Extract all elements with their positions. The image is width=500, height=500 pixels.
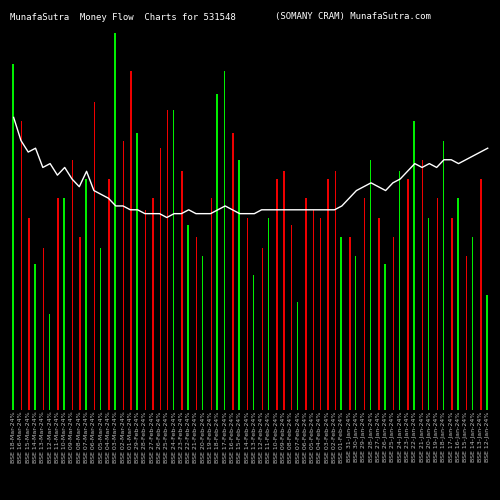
Bar [160, 148, 161, 410]
Bar [472, 237, 473, 410]
Bar [378, 218, 380, 410]
Bar [224, 71, 225, 410]
Bar [123, 140, 124, 410]
Bar [12, 64, 14, 410]
Bar [21, 121, 22, 410]
Bar [276, 179, 278, 410]
Bar [136, 133, 138, 410]
Bar [182, 172, 183, 410]
Bar [334, 172, 336, 410]
Bar [94, 102, 96, 410]
Bar [428, 218, 430, 410]
Bar [43, 248, 44, 410]
Bar [480, 179, 482, 410]
Bar [320, 218, 322, 410]
Bar [399, 172, 400, 410]
Bar [108, 179, 110, 410]
Bar [355, 256, 356, 410]
Bar [202, 256, 203, 410]
Bar [466, 256, 467, 410]
Bar [306, 198, 307, 410]
Bar [370, 160, 371, 410]
Bar [384, 264, 386, 410]
Bar [130, 71, 132, 410]
Bar [268, 218, 269, 410]
Bar [457, 198, 458, 410]
Bar [58, 198, 59, 410]
Bar [210, 198, 212, 410]
Bar [167, 110, 168, 410]
Bar [114, 32, 116, 410]
Bar [291, 225, 292, 410]
Bar [422, 160, 424, 410]
Text: (SOMANY CRAM) MunafaSutra.com: (SOMANY CRAM) MunafaSutra.com [275, 12, 431, 22]
Bar [442, 140, 444, 410]
Bar [172, 110, 174, 410]
Bar [486, 294, 488, 410]
Bar [414, 121, 415, 410]
Bar [296, 302, 298, 410]
Bar [364, 198, 365, 410]
Bar [28, 218, 29, 410]
Bar [85, 179, 86, 410]
Text: MunafaSutra  Money Flow  Charts for 531548: MunafaSutra Money Flow Charts for 531548 [10, 12, 236, 22]
Bar [72, 160, 74, 410]
Bar [152, 198, 154, 410]
Bar [216, 94, 218, 410]
Bar [238, 160, 240, 410]
Bar [284, 172, 285, 410]
Bar [312, 210, 314, 410]
Bar [349, 237, 350, 410]
Bar [253, 275, 254, 410]
Bar [48, 314, 50, 410]
Bar [408, 179, 409, 410]
Bar [232, 133, 234, 410]
Bar [100, 248, 101, 410]
Bar [262, 248, 263, 410]
Bar [34, 264, 35, 410]
Bar [451, 218, 452, 410]
Bar [247, 218, 248, 410]
Bar [196, 237, 198, 410]
Bar [436, 198, 438, 410]
Bar [340, 237, 342, 410]
Bar [145, 210, 146, 410]
Bar [393, 237, 394, 410]
